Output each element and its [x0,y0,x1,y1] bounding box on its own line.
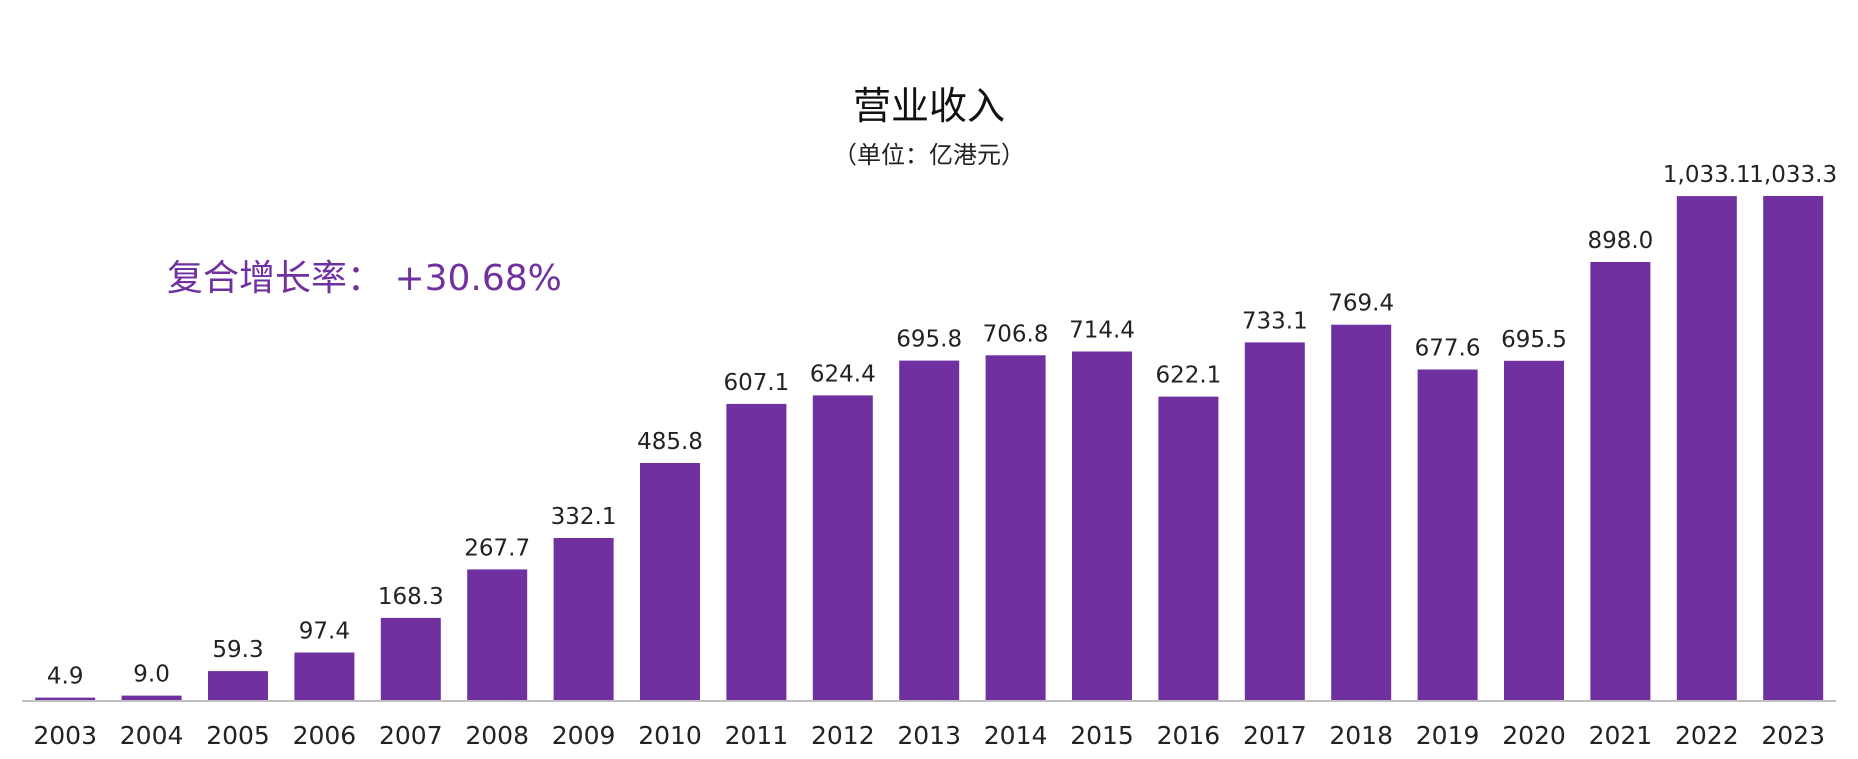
bar-2023 [1763,196,1824,700]
bar-2005 [208,671,268,700]
x-tick-label-2015: 2015 [1070,721,1134,750]
x-tick-label-2013: 2013 [897,721,961,750]
value-label-2021: 898.0 [1587,228,1653,254]
bar-2015 [1072,351,1132,700]
value-label-2011: 607.1 [723,370,789,396]
value-label-2022: 1,033.1 [1663,162,1751,188]
bars-group [35,196,1824,700]
chart-title: 营业收入 [853,84,1005,128]
x-tick-label-2020: 2020 [1502,721,1566,750]
bar-2004 [121,695,182,700]
x-tick-label-2007: 2007 [379,721,443,750]
x-tick-label-2017: 2017 [1243,721,1307,750]
x-tick-label-2021: 2021 [1589,721,1653,750]
value-label-2013: 695.8 [896,327,962,353]
bar-2014 [985,355,1046,700]
bar-2008 [467,569,528,700]
x-tick-label-2023: 2023 [1761,721,1825,750]
bar-2007 [380,617,441,700]
x-tick-label-2018: 2018 [1329,721,1393,750]
value-label-2015: 714.4 [1069,318,1135,344]
bar-2003 [35,697,96,700]
bar-2016 [1158,396,1219,700]
x-tick-label-2022: 2022 [1675,721,1739,750]
bar-2022 [1676,196,1737,700]
x-tick-label-2011: 2011 [725,721,789,750]
x-tick-label-2008: 2008 [465,721,529,750]
bar-2010 [640,463,700,700]
value-label-2009: 332.1 [551,504,617,530]
x-tick-label-2009: 2009 [552,721,616,750]
x-tick-label-2005: 2005 [206,721,270,750]
x-tick-label-2012: 2012 [811,721,875,750]
x-tick-label-2003: 2003 [33,721,97,750]
value-label-2003: 4.9 [47,664,84,690]
chart-subtitle: （单位：亿港元） [833,141,1025,169]
bar-2012 [812,395,873,700]
value-label-2006: 97.4 [299,619,350,645]
value-label-2023: 1,033.3 [1749,162,1837,188]
value-label-2014: 706.8 [983,321,1049,347]
bar-2011 [726,403,787,700]
bar-2009 [553,538,614,700]
bar-2013 [899,360,960,700]
value-labels-group: 4.9 9.0 59.3 97.4 168.3 267.7 332.1 485.8 607.1 6… [47,162,1837,690]
value-label-2016: 622.1 [1155,363,1221,389]
value-label-2012: 624.4 [810,361,876,387]
x-tick-label-2004: 2004 [120,721,184,750]
x-tick-label-2019: 2019 [1416,721,1480,750]
cagr-annotation: 复合增长率： +30.68% [167,258,562,299]
x-tick-labels-group: 2003 2004 2005 2006 2007 2008 2009 2010 2011 2012… [33,721,1825,750]
bar-2017 [1244,342,1305,700]
value-label-2008: 267.7 [464,535,530,561]
bar-2018 [1331,324,1392,700]
value-label-2019: 677.6 [1415,336,1481,362]
value-label-2005: 59.3 [212,637,263,663]
bar-2006 [294,652,355,700]
value-label-2018: 769.4 [1328,291,1394,317]
value-label-2004: 9.0 [133,662,170,688]
bar-2021 [1590,262,1651,700]
x-tick-label-2016: 2016 [1157,721,1221,750]
value-label-2017: 733.1 [1242,308,1308,334]
x-tick-label-2006: 2006 [293,721,357,750]
bar-2020 [1504,360,1564,700]
bar-2019 [1417,369,1478,700]
value-label-2007: 168.3 [378,584,444,610]
x-tick-label-2010: 2010 [638,721,702,750]
value-label-2010: 485.8 [637,429,703,455]
x-tick-label-2014: 2014 [984,721,1048,750]
value-label-2020: 695.5 [1501,327,1567,353]
